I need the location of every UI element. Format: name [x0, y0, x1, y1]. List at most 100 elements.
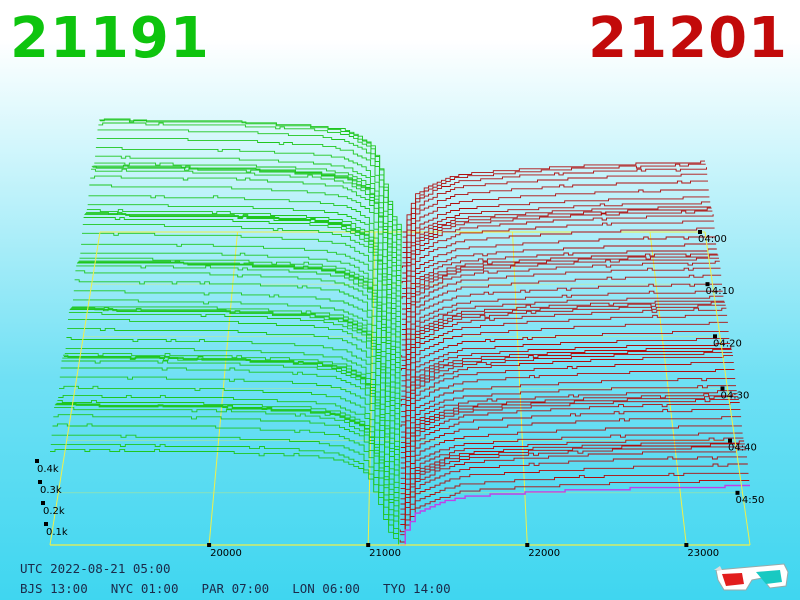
ask-depth-line — [401, 361, 734, 433]
bid-depth-line — [95, 146, 402, 259]
bid-depth-line — [81, 243, 401, 351]
bid-depth-line — [55, 403, 400, 510]
bid-depth-line — [58, 394, 400, 495]
bid-depth-line — [54, 407, 400, 520]
ask-depth-line — [400, 342, 731, 407]
bid-depth-line — [86, 209, 402, 315]
bid-depth-line — [94, 162, 402, 270]
ask-depth-line — [401, 321, 728, 392]
ask-depth-line — [401, 330, 729, 397]
x-tick-mark — [366, 543, 371, 547]
ask-depth-line — [401, 300, 725, 366]
bid-depth-line — [61, 360, 400, 476]
bid-depth-line — [67, 327, 400, 438]
ask-depth-line — [401, 201, 711, 268]
bid-depth-line — [82, 232, 401, 346]
ask-depth-line — [400, 484, 750, 546]
ask-depth-line — [401, 301, 725, 371]
ask-depth-line — [400, 416, 742, 484]
tz-par: PAR 07:00 — [201, 581, 270, 596]
x-tick-mark — [525, 543, 530, 547]
ask-depth-line — [401, 267, 721, 341]
bid-depth-line — [73, 299, 401, 402]
time-tick-label: 04:30 — [721, 391, 750, 402]
tz-lon: LON 06:00 — [292, 581, 360, 596]
bid-depth-line — [59, 385, 400, 490]
3d-glasses-icon[interactable] — [712, 560, 792, 592]
bid-depth-line — [68, 311, 401, 428]
time-tick-mark — [735, 490, 740, 495]
x-tick-label: 22000 — [528, 548, 560, 559]
bid-depth-line — [68, 318, 400, 433]
x-tick-mark — [684, 543, 689, 547]
tz-tyo: TYO 14:00 — [382, 581, 451, 596]
bid-depth-line — [95, 155, 402, 264]
bid-depth-line — [50, 443, 400, 541]
ask-depth-line — [400, 425, 742, 490]
ask-depth-line — [401, 346, 732, 413]
bid-depth-line — [87, 204, 402, 310]
tz-bjs: BJS 13:00 — [20, 581, 88, 596]
x-tick-label: 21000 — [369, 548, 401, 559]
grid-left-edge — [49, 231, 101, 546]
bid-depth-line — [90, 175, 402, 295]
bid-depth-line — [54, 404, 400, 515]
y-tick-label: 0.4k — [37, 464, 59, 475]
ask-depth-line — [400, 399, 739, 469]
bid-depth-line — [79, 257, 401, 361]
bid-depth-line — [51, 434, 400, 536]
ask-depth-line — [401, 351, 733, 423]
bid-depth-line — [98, 122, 402, 243]
axis-labels: 20000 21000 22000 23000 0.1k 0.2k 0.3k 0.4k 04:0… — [35, 230, 764, 559]
ask-depth-line — [399, 480, 750, 543]
time-tick-label: 04:10 — [706, 286, 735, 297]
y-tick-label: 0.2k — [43, 506, 65, 517]
x-tick-label: 23000 — [687, 548, 719, 559]
ask-depth-line — [401, 369, 735, 438]
bid-depth-line — [59, 376, 400, 484]
ask-depth-line — [400, 409, 741, 479]
grid-right-edge — [704, 231, 751, 546]
ask-depth-line — [400, 449, 747, 520]
bid-depth-line — [50, 448, 400, 546]
ask-depth-line — [400, 443, 745, 510]
ask-depth-line — [401, 314, 728, 387]
ask-depth-line — [401, 283, 722, 351]
time-tick-mark — [720, 386, 725, 391]
y-tick-mark — [41, 501, 45, 505]
bid-depth-line — [62, 357, 400, 469]
bid-depth-line — [74, 279, 401, 392]
ask-depth-line — [400, 385, 736, 448]
ask-depth-line — [400, 437, 744, 500]
ask-depth-line — [400, 396, 739, 464]
ask-depth-line — [402, 196, 710, 264]
y-tick-label: 0.1k — [46, 527, 68, 538]
ask-depth-line — [400, 446, 746, 515]
ask-depth-line — [401, 274, 722, 346]
ask-depth-line — [401, 260, 720, 336]
bid-depth-line — [66, 337, 400, 443]
bid-depth-line — [91, 168, 402, 289]
y-tick-label: 0.3k — [40, 485, 62, 496]
ask-depth-line — [400, 354, 733, 427]
depth-history-lines — [50, 118, 750, 546]
bid-depth-line — [64, 353, 400, 453]
bid-depth-line — [76, 265, 401, 382]
ask-depth-line — [401, 257, 719, 330]
x-tick-label: 20000 — [210, 548, 242, 559]
ask-depth-line — [400, 390, 737, 454]
bid-price: 21191 — [10, 6, 210, 71]
ask-depth-line — [402, 167, 707, 243]
bid-depth-line — [77, 261, 401, 371]
ask-depth-line — [399, 463, 748, 533]
bid-depth-line — [53, 414, 400, 525]
bid-depth-line — [73, 290, 401, 397]
ask-depth-line — [402, 160, 705, 233]
ask-depth-line — [401, 295, 724, 361]
bid-depth-line — [89, 184, 402, 300]
time-tick-label: 04:20 — [713, 338, 742, 349]
ask-depth-line — [401, 253, 718, 320]
y-tick-mark — [44, 522, 48, 526]
bid-depth-line — [82, 223, 401, 341]
